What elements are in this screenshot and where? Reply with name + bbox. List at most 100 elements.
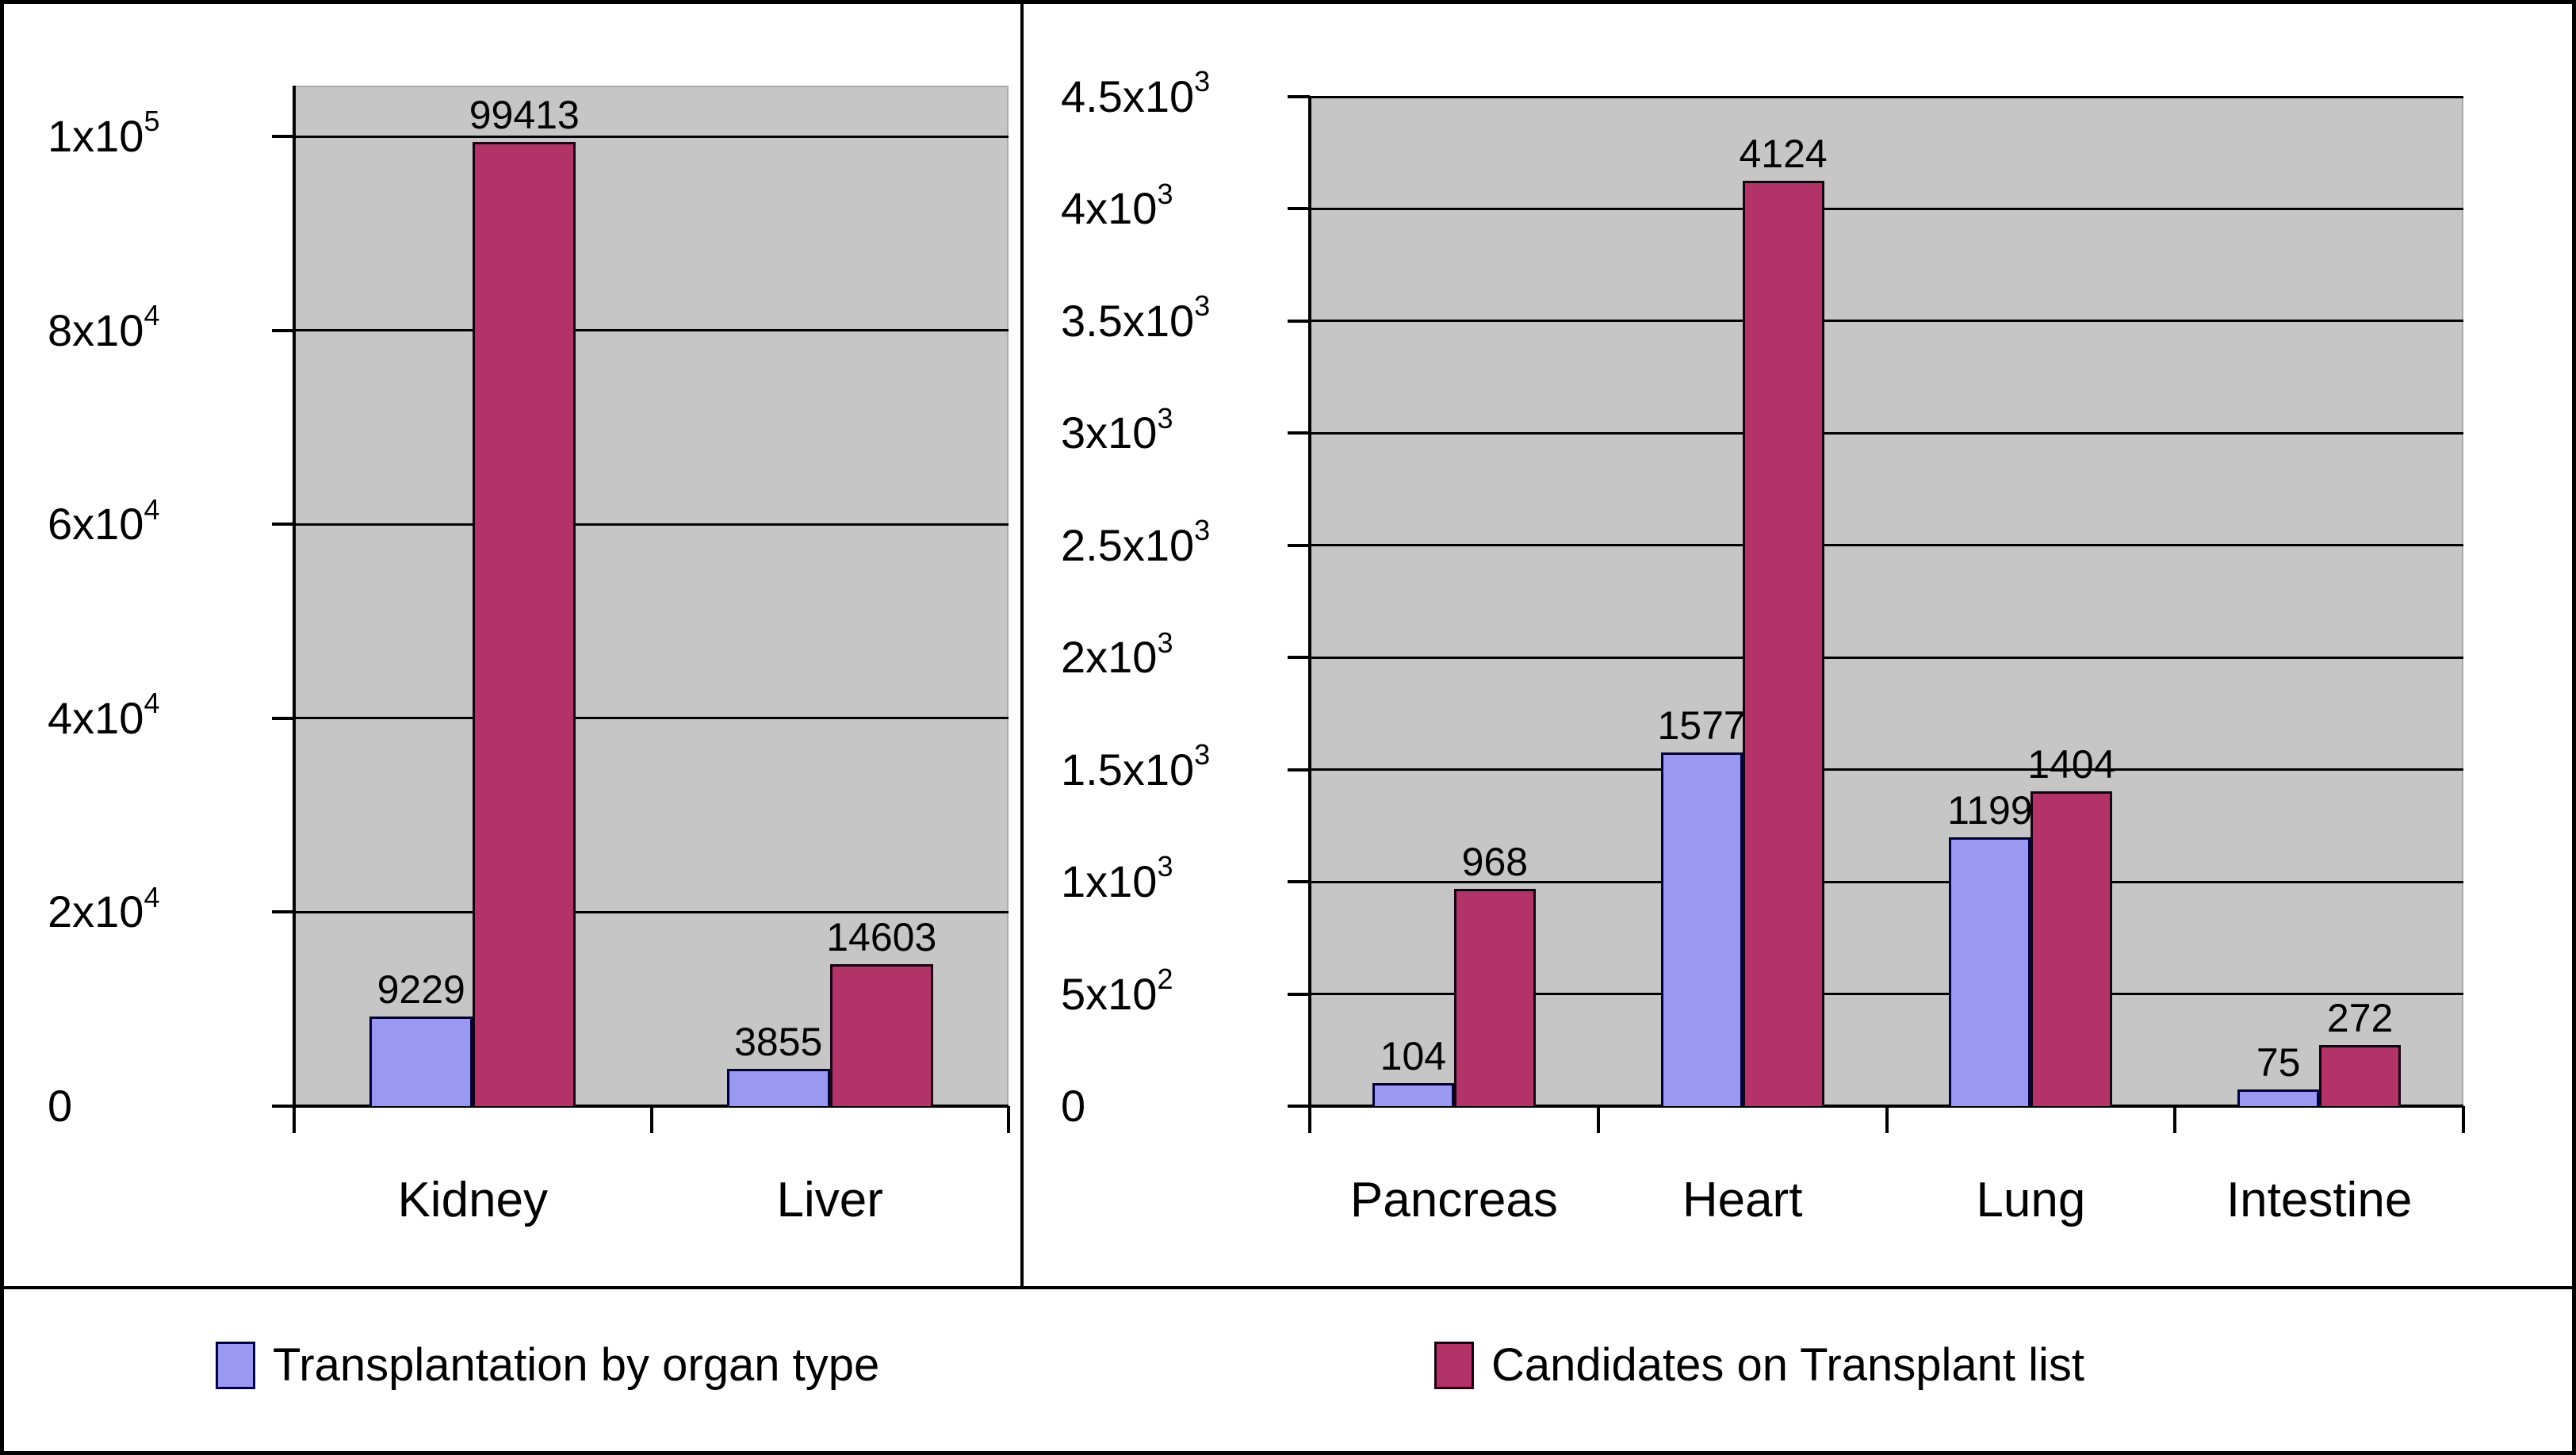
y-tick-mark: [1288, 95, 1310, 98]
bar-transplantation-liver: [726, 1068, 830, 1106]
y-tick-mark: [1288, 880, 1310, 884]
y-gridline: [294, 717, 1009, 720]
y-tick-label: 4x103: [1061, 179, 1173, 235]
y-tick-label-base: 2x10: [1061, 632, 1158, 683]
y-tick-label-base: 3.5x10: [1061, 295, 1195, 346]
y-tick-label: 1.5x103: [1061, 741, 1210, 797]
y-tick-label: 4.5x103: [1061, 67, 1210, 124]
x-axis-line: [1288, 1105, 2463, 1108]
x-category-label-liver: Liver: [776, 1173, 883, 1227]
legend-entry-candidates: Candidates on Transplant list: [1434, 1339, 2084, 1392]
bar-value-label: 1199: [1947, 787, 2033, 833]
x-tick-mark: [1308, 1106, 1311, 1133]
y-tick-label: 2.5x103: [1061, 516, 1210, 572]
y-gridline: [1310, 880, 2463, 883]
bar-value-label: 4124: [1739, 132, 1828, 177]
y-tick-mark: [272, 716, 294, 720]
bar-candidates-kidney: [473, 142, 576, 1106]
y-tick-label-base: 4x10: [1061, 183, 1158, 234]
y-tick-label-exponent: 3: [1157, 626, 1173, 659]
y-gridline: [294, 910, 1009, 913]
y-tick-label-base: 2x10: [48, 886, 144, 937]
y-tick-label-base: 4.5x10: [1061, 71, 1195, 121]
y-gridline: [1310, 993, 2463, 996]
bar-value-label: 1577: [1657, 703, 1746, 748]
y-tick-label-exponent: 4: [144, 492, 160, 526]
y-tick-label-exponent: 3: [1157, 401, 1173, 435]
bar-value-label: 9229: [377, 967, 465, 1013]
y-tick-label: 0: [1061, 1079, 1085, 1133]
y-tick-label-base: 0: [48, 1081, 73, 1131]
y-tick-label: 2x103: [1061, 628, 1173, 684]
bar-transplantation-intestine: [2237, 1089, 2320, 1106]
y-tick-label-base: 4x10: [48, 692, 144, 743]
bar-candidates-lung: [2031, 791, 2113, 1106]
y-tick-label-exponent: 3: [1194, 738, 1211, 771]
y-gridline: [1310, 656, 2463, 659]
y-tick-label-exponent: 3: [1157, 177, 1173, 210]
x-tick-mark: [2173, 1106, 2177, 1133]
bar-candidates-liver: [829, 964, 933, 1106]
legend-swatch-transplantation: [216, 1342, 255, 1389]
y-tick-label: 0: [48, 1079, 72, 1133]
x-axis-line: [272, 1105, 1009, 1108]
legend-swatch-candidates: [1434, 1342, 1474, 1389]
y-tick-label: 5x102: [1061, 964, 1173, 1021]
y-tick-mark: [1288, 319, 1310, 323]
y-tick-label-base: 1x10: [1061, 856, 1158, 907]
x-tick-mark: [2462, 1106, 2465, 1133]
y-gridline: [1310, 207, 2463, 210]
y-tick-label-exponent: 3: [1157, 850, 1173, 883]
y-gridline: [1310, 95, 2463, 98]
y-tick-label-base: 3x10: [1061, 408, 1158, 458]
bar-transplantation-lung: [1949, 837, 2031, 1106]
y-tick-mark: [1288, 207, 1310, 211]
x-category-label-lung: Lung: [1976, 1173, 2086, 1227]
y-tick-mark: [1288, 431, 1310, 435]
y-tick-label: 8x104: [48, 301, 159, 358]
y-tick-label: 2x104: [48, 883, 159, 939]
bar-value-label: 104: [1380, 1033, 1447, 1078]
bar-value-label: 99413: [469, 93, 580, 138]
y-tick-label: 6x104: [48, 495, 159, 551]
y-tick-label-exponent: 4: [144, 298, 160, 331]
y-gridline: [1310, 768, 2463, 772]
bar-value-label: 3855: [734, 1019, 823, 1064]
legend-entry-transplantation: Transplantation by organ type: [216, 1339, 879, 1392]
bar-transplantation-heart: [1660, 752, 1743, 1106]
y-tick-label-exponent: 4: [144, 880, 160, 913]
y-gridline: [1310, 320, 2463, 323]
y-tick-mark: [1288, 992, 1310, 996]
y-tick-label: 1x105: [48, 107, 159, 163]
left-plot-area: [294, 86, 1009, 1106]
y-tick-label-exponent: 3: [1194, 65, 1211, 98]
y-tick-label-base: 5x10: [1061, 968, 1158, 1019]
y-tick-mark: [272, 523, 294, 526]
x-category-label-heart: Heart: [1682, 1173, 1803, 1227]
y-tick-label-base: 0: [1061, 1081, 1086, 1131]
y-gridline: [1310, 431, 2463, 435]
y-tick-mark: [272, 135, 294, 138]
y-tick-label: 4x104: [48, 689, 159, 745]
bar-transplantation-pancreas: [1372, 1082, 1454, 1106]
legend-label-transplantation: Transplantation by organ type: [273, 1339, 880, 1391]
y-tick-label-exponent: 4: [144, 687, 160, 720]
y-tick-label-base: 1.5x10: [1061, 744, 1195, 795]
y-tick-label-exponent: 5: [144, 105, 160, 138]
y-tick-mark: [1288, 656, 1310, 660]
x-tick-mark: [1885, 1106, 1889, 1133]
bar-candidates-intestine: [2319, 1045, 2402, 1106]
y-tick-label-base: 8x10: [48, 304, 144, 355]
panel-divider: [1020, 4, 1024, 1286]
y-tick-label-base: 2.5x10: [1061, 519, 1195, 570]
x-tick-mark: [649, 1106, 653, 1133]
y-gridline: [294, 523, 1009, 526]
y-gridline: [1310, 544, 2463, 547]
x-tick-mark: [293, 1106, 296, 1133]
bar-value-label: 14603: [826, 915, 937, 960]
x-category-label-intestine: Intestine: [2226, 1173, 2413, 1227]
bar-value-label: 75: [2256, 1040, 2301, 1085]
bar-value-label: 968: [1461, 840, 1529, 885]
y-tick-label-exponent: 3: [1194, 289, 1211, 323]
